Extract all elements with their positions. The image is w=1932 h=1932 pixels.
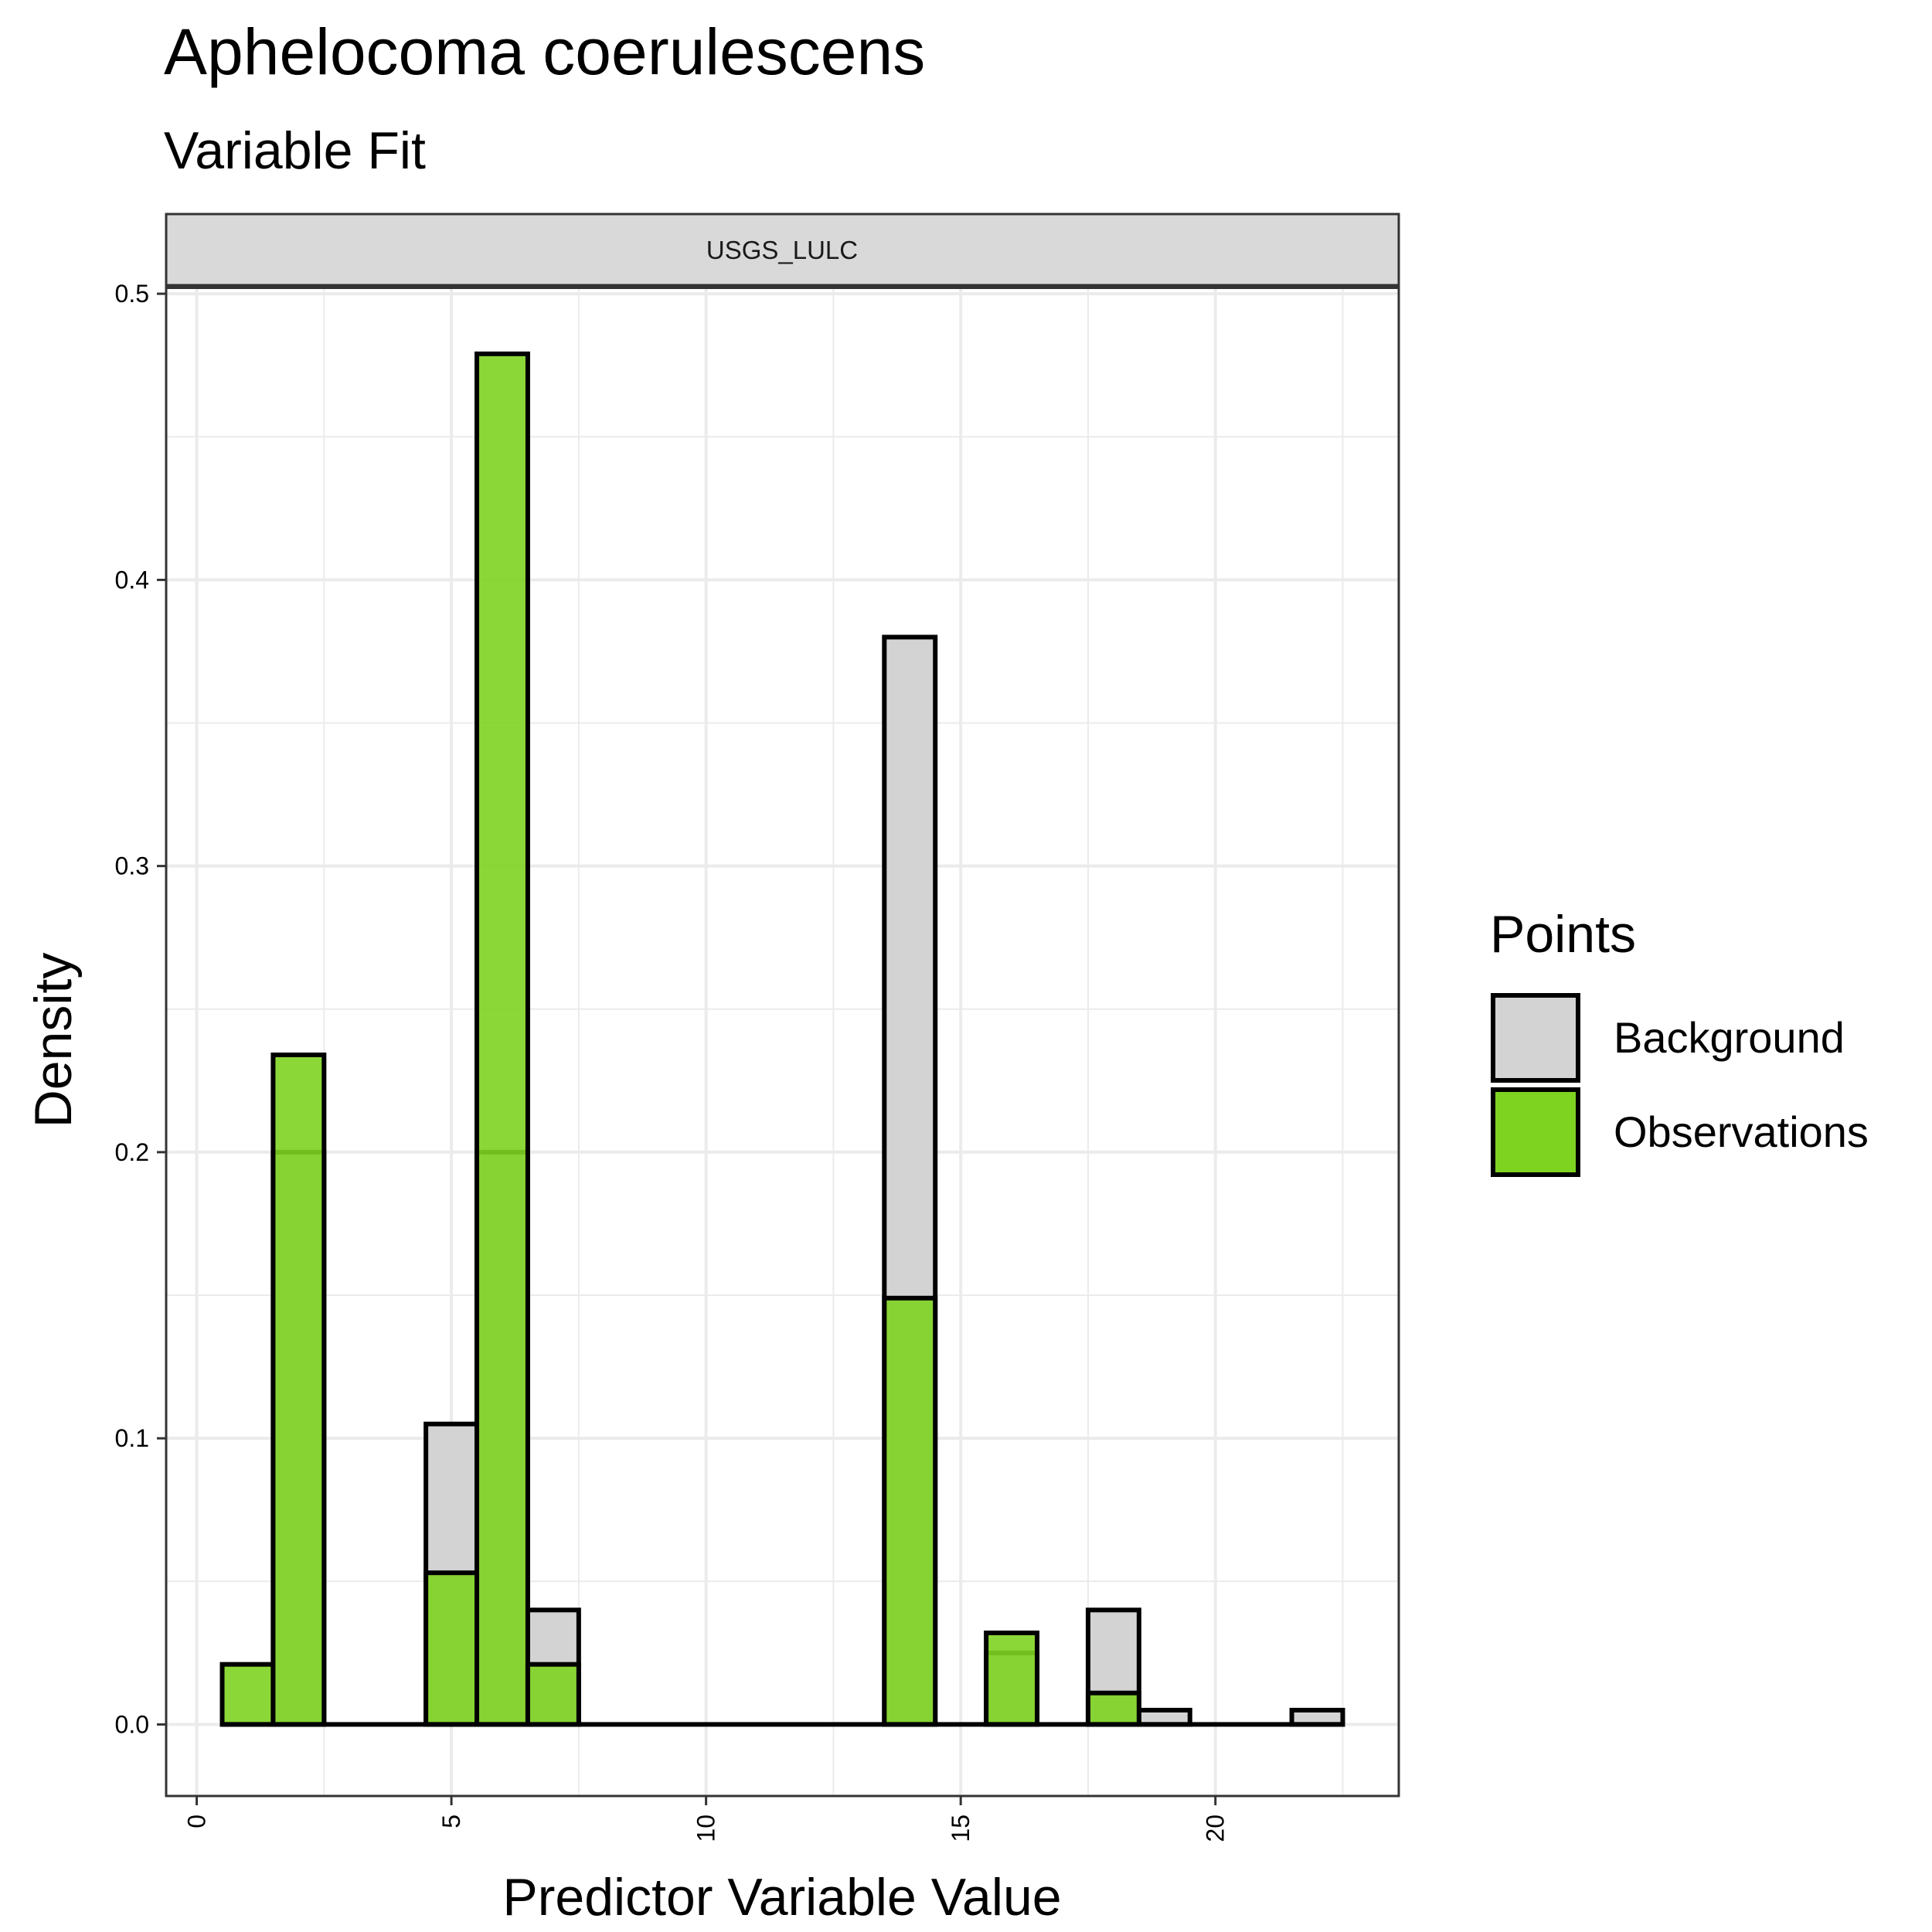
y-tick-label: 0.0 [115, 1710, 149, 1738]
bar-observation [1085, 1690, 1141, 1727]
chart-title: Aphelocoma coerulescens [164, 15, 925, 88]
legend-title: Points [1490, 905, 1636, 964]
observation-bars [219, 351, 1141, 1727]
bar-observation [474, 351, 530, 1727]
legend-key-observations [1491, 1087, 1580, 1177]
facet-label: USGS_LULC [706, 236, 858, 264]
bar-observation [219, 1662, 276, 1727]
facet-strip [165, 213, 1400, 287]
y-tick-label: 0.2 [115, 1138, 149, 1166]
y-tick-label: 0.3 [115, 852, 149, 880]
x-axis-label: Predictor Variable Value [502, 1868, 1061, 1927]
y-tick-label: 0.1 [115, 1424, 149, 1452]
legend-label-background: Background [1614, 1013, 1845, 1062]
chart-subtitle: Variable Fit [164, 121, 426, 180]
x-tick-label: 20 [1202, 1815, 1230, 1842]
panel-border [165, 284, 1400, 1798]
x-tick-label: 0 [183, 1815, 211, 1828]
plot-panel [166, 285, 1399, 1796]
bar-observation [423, 1570, 480, 1727]
bar-observation [270, 1053, 327, 1727]
x-tick-label: 15 [947, 1815, 975, 1842]
y-axis: 0.0 0.1 0.2 0.3 0.4 0.5 [115, 280, 166, 1738]
y-axis-label: Density [24, 953, 83, 1128]
x-tick-label: 5 [437, 1815, 465, 1828]
bar-observation [525, 1662, 581, 1727]
y-tick-label: 0.5 [115, 280, 149, 308]
legend: Points Background Observations [1490, 905, 1869, 1177]
bar-observation [882, 1295, 938, 1727]
y-tick-label: 0.4 [115, 566, 149, 594]
legend-label-observations: Observations [1614, 1107, 1869, 1156]
x-tick-label: 10 [692, 1815, 720, 1842]
bar-observation [984, 1630, 1040, 1727]
legend-key-background [1491, 993, 1580, 1083]
x-axis: 0 5 10 15 20 [183, 1796, 1230, 1842]
